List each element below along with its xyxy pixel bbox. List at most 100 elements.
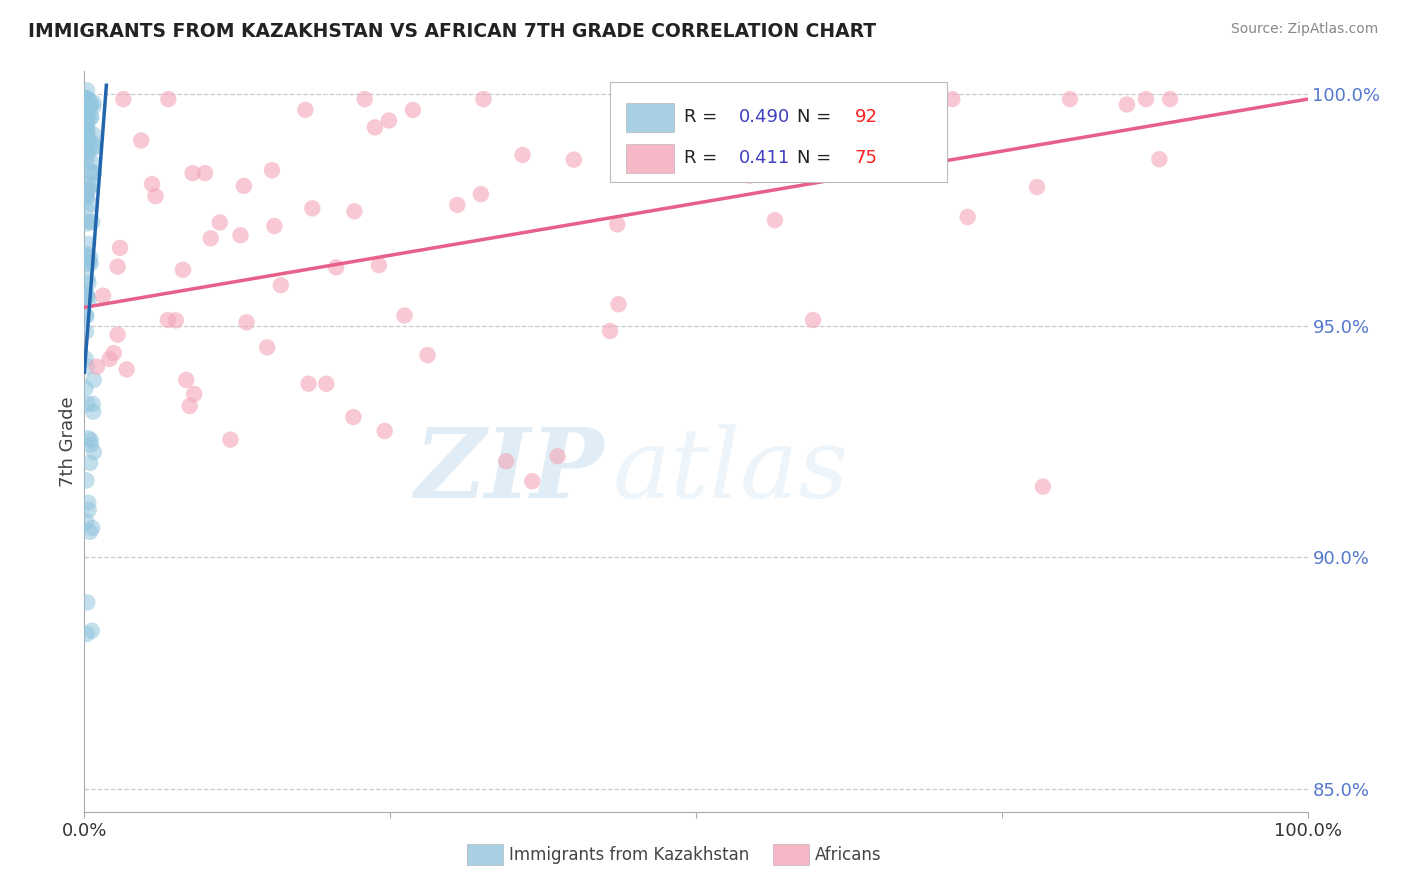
Point [76,129,98,144]
Text: IMMIGRANTS FROM KAZAKHSTAN VS AFRICAN 7TH GRADE CORRELATION CHART: IMMIGRANTS FROM KAZAKHSTAN VS AFRICAN 7T… [28,22,876,41]
Point [75,381,97,395]
Point [738,169,761,183]
Point [77,503,100,517]
Point [76,397,98,411]
Point [235,315,257,329]
Point [80,154,103,169]
Point [1159,92,1181,106]
Point [315,376,337,391]
Point [103,346,125,360]
Point [76,91,98,105]
Point [91,288,114,302]
Point [75,189,97,203]
Point [402,103,425,117]
Point [76,132,98,146]
Point [522,474,544,488]
Point [75,91,97,105]
Point [599,324,621,338]
Point [194,166,217,180]
Point [76,359,98,374]
FancyBboxPatch shape [467,844,503,865]
Point [174,373,197,387]
Point [77,214,100,228]
Point [941,92,963,106]
Point [82,521,104,535]
Point [256,340,278,354]
Point [77,276,100,290]
Point [79,251,101,265]
Point [325,260,347,275]
Point [76,103,98,117]
Point [342,410,364,425]
Point [82,95,104,110]
Point [446,198,468,212]
Point [79,524,101,539]
Point [1059,92,1081,106]
Point [77,144,100,158]
Point [82,99,104,113]
Point [378,113,401,128]
Point [232,178,254,193]
Point [75,351,97,366]
Point [472,92,495,106]
Point [75,138,97,153]
Point [1026,180,1049,194]
Point [76,177,98,191]
Point [297,376,319,391]
Point [219,433,242,447]
Point [76,217,98,231]
Point [904,92,927,106]
Point [76,103,98,117]
Point [165,313,187,327]
Point [79,181,101,195]
Point [76,190,98,204]
Point [172,262,194,277]
Point [512,148,534,162]
Text: 75: 75 [855,149,877,167]
Point [75,325,97,339]
Point [76,103,98,118]
Point [157,92,180,106]
Text: 0.411: 0.411 [738,149,790,167]
Point [75,92,97,106]
Text: Immigrants from Kazakhstan: Immigrants from Kazakhstan [509,846,749,863]
Point [607,297,630,311]
Point [80,624,103,638]
Point [76,83,98,97]
Point [470,187,492,202]
Text: Source: ZipAtlas.com: Source: ZipAtlas.com [1230,22,1378,37]
Point [77,431,100,445]
Text: R =: R = [683,149,728,167]
Point [495,454,517,468]
Point [75,474,97,488]
Point [606,218,628,232]
Point [79,256,101,270]
Point [76,250,98,264]
Point [82,215,104,229]
Point [86,359,108,374]
Point [882,92,904,106]
Point [112,92,135,106]
Text: ZIP: ZIP [415,425,605,518]
Point [76,116,98,130]
Point [80,164,103,178]
Point [75,143,97,157]
Point [76,182,98,196]
Point [83,128,105,142]
Point [1149,153,1171,167]
Point [1135,92,1157,106]
Point [179,399,201,413]
Point [75,109,97,123]
Point [76,121,98,136]
Point [260,163,283,178]
Point [353,92,375,106]
FancyBboxPatch shape [626,103,673,132]
FancyBboxPatch shape [610,82,946,183]
Point [75,202,97,217]
Point [1032,480,1054,494]
Point [107,260,129,274]
Point [820,162,842,177]
Point [394,309,416,323]
Point [76,132,98,146]
Point [75,515,97,529]
